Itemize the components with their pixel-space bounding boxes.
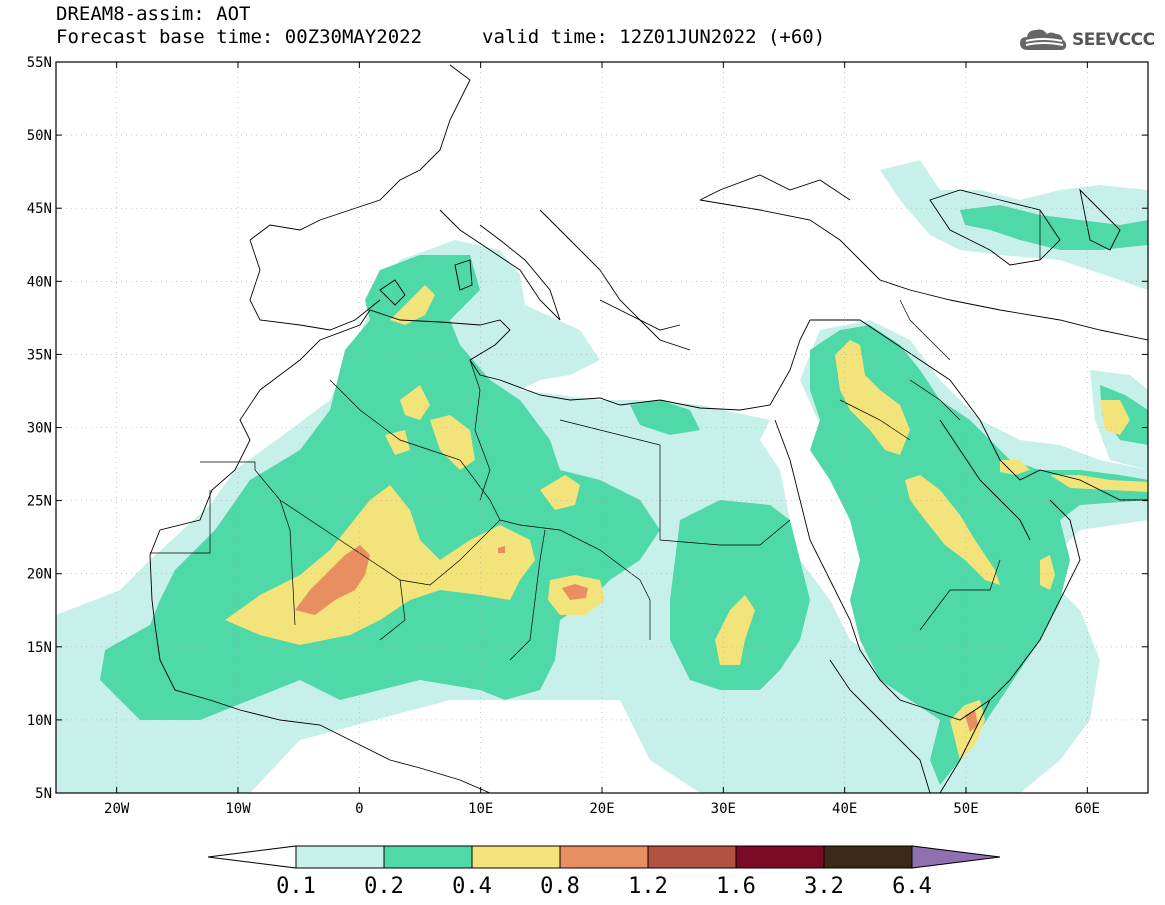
- lat-label: 10N: [27, 713, 52, 729]
- lon-label: 20W: [104, 801, 130, 817]
- lat-label: 45N: [27, 201, 52, 217]
- lon-label: 10E: [468, 801, 493, 817]
- aot-field: [56, 160, 1148, 793]
- aot-band-0.8: [295, 545, 978, 732]
- colorbar-label: 1.2: [628, 874, 668, 899]
- colorbar-label: 3.2: [804, 874, 844, 899]
- colorbar-swatch: [735, 845, 825, 869]
- colorbar-arrow-high: [911, 845, 1001, 869]
- lon-label: 50E: [953, 801, 978, 817]
- colorbar-label: 1.6: [716, 874, 756, 899]
- lat-label: 35N: [27, 347, 52, 363]
- colorbar-label: 0.8: [540, 874, 580, 899]
- lon-label: 60E: [1075, 801, 1100, 817]
- colorbar-swatch: [383, 845, 473, 869]
- colorbar-label: 0.4: [452, 874, 492, 899]
- lat-label: 5N: [35, 786, 52, 802]
- colorbar-label: 6.4: [892, 874, 932, 899]
- longitude-labels: 20W 10W 0 10E 20E 30E 40E 50E 60E: [104, 62, 1100, 817]
- colorbar-arrow-low: [207, 845, 297, 869]
- lat-label: 50N: [27, 128, 52, 144]
- lon-label: 10W: [225, 801, 251, 817]
- colorbar: 0.1 0.2 0.4 0.8 1.2 1.6 3.2 6.4: [207, 845, 1001, 899]
- gridlines: [56, 62, 1148, 793]
- colorbar-label: 0.1: [276, 874, 316, 899]
- latitude-labels: 55N 50N 45N 40N 35N 30N 25N 20N 15N 10N 5N: [27, 55, 1148, 802]
- lat-label: 15N: [27, 640, 52, 656]
- lon-label: 20E: [589, 801, 614, 817]
- lat-label: 20N: [27, 567, 52, 583]
- colorbar-swatch: [559, 845, 649, 869]
- colorbar-swatch: [647, 845, 737, 869]
- base-time: Forecast base time: 00Z30MAY2022: [56, 26, 423, 48]
- colorbar-swatch: [823, 845, 913, 869]
- coastlines: [149, 64, 1148, 793]
- lon-label: 40E: [832, 801, 857, 817]
- lat-label: 30N: [27, 421, 52, 437]
- lat-label: 55N: [27, 55, 52, 71]
- lon-label: 30E: [711, 801, 736, 817]
- lat-label: 25N: [27, 494, 52, 510]
- cloud-icon: [1020, 29, 1067, 50]
- lon-label: 0: [355, 801, 363, 817]
- borders: [150, 210, 1041, 661]
- seevccc-logo: SEEVCCC: [1018, 26, 1155, 54]
- colorbar-swatch: [295, 845, 385, 869]
- lat-label: 40N: [27, 274, 52, 290]
- map-title: DREAM8-assim: AOT: [56, 3, 251, 25]
- colorbar-swatch: [471, 845, 561, 869]
- valid-time: valid time: 12Z01JUN2022 (+60): [482, 26, 826, 48]
- colorbar-label: 0.2: [364, 874, 404, 899]
